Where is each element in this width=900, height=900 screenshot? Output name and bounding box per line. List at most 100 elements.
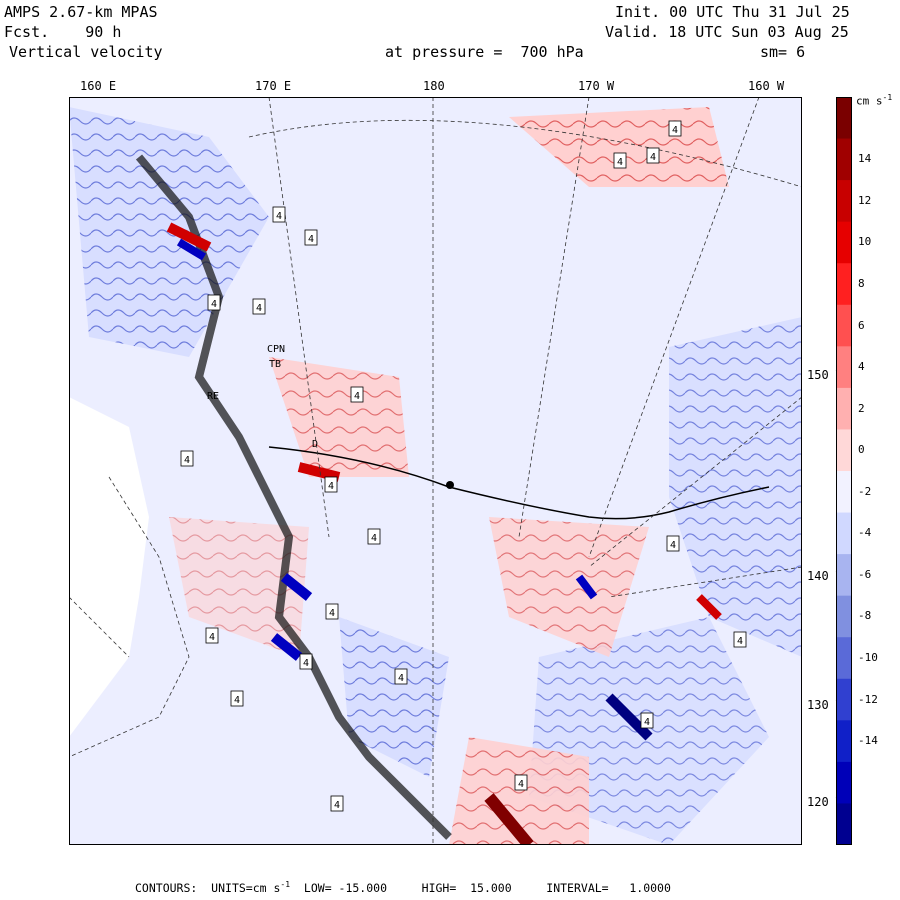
colorbar-tick-label: 12 xyxy=(858,193,872,207)
contour-marker-box xyxy=(514,774,528,791)
colorbar-segment xyxy=(836,471,852,514)
contour-marker-label: 4 xyxy=(303,658,309,669)
smoothing: sm= 6 xyxy=(760,43,806,61)
contour-marker-label: 4 xyxy=(518,779,524,790)
colorbar-segment xyxy=(836,97,852,140)
colorbar-segment xyxy=(836,595,852,638)
contour-marker-box xyxy=(304,229,318,246)
colorbar-tick-label: 14 xyxy=(858,152,872,166)
contour-marker-box xyxy=(646,147,660,164)
colorbar-segment xyxy=(836,387,852,430)
contour-marker-label: 4 xyxy=(234,695,240,706)
place-label-tb: TB xyxy=(269,359,281,370)
forecast-hour: Fcst. 90 h xyxy=(4,23,122,41)
colorbar-tick-label: -10 xyxy=(858,651,878,664)
contour-marker-box xyxy=(733,631,747,648)
colorbar-tick-label: 10 xyxy=(858,235,872,249)
colorbar-tick-label: 8 xyxy=(858,277,865,290)
contour-marker-box xyxy=(252,298,266,315)
contour-marker-box xyxy=(272,206,286,223)
lat-label-130w: 130 W xyxy=(806,698,845,712)
strong-updraft-2 xyxy=(297,462,341,482)
colorbar-segment xyxy=(836,512,852,555)
contour-marker-label: 4 xyxy=(308,234,314,245)
contour-marker-label: 4 xyxy=(737,636,743,647)
lat-label-140w: 140 W xyxy=(806,569,845,583)
contour-marker-box xyxy=(668,120,682,137)
lon-label-170e: 170 E xyxy=(255,79,292,93)
contour-marker-label: 4 xyxy=(644,717,650,728)
pressure-level: at pressure = 700 hPa xyxy=(385,43,584,61)
strong-updraft-1 xyxy=(166,222,212,252)
lat-label-120w: 120 W xyxy=(806,795,845,809)
contour-marker-label: 4 xyxy=(398,673,404,684)
lat-label-150w: 150 W xyxy=(806,368,845,382)
graticule xyxy=(69,97,802,845)
colorbar-unit: cm s-1 xyxy=(856,93,893,108)
updraft-area-center xyxy=(269,357,409,477)
colorbar-segment xyxy=(836,429,852,472)
contour-marker-box xyxy=(299,653,313,670)
contour-value-markers: 4 4 4 4 4 4 4 4 4 4 4 4 4 4 4 4 4 4 4 4 4 xyxy=(180,120,747,812)
no-data-region xyxy=(69,397,149,737)
place-label-re: RE xyxy=(207,391,219,402)
colorbar-segment xyxy=(836,221,852,264)
vertical-velocity-map: CPN TB RE D 4 4 4 4 4 4 4 4 4 4 4 4 4 4 4 4 4 4 4 4 4 xyxy=(69,97,802,845)
colorbar-segment xyxy=(836,720,852,763)
strong-downdraft-3 xyxy=(270,633,303,661)
contour-marker-box xyxy=(640,712,654,729)
updraft-area-south xyxy=(449,737,589,845)
contour-marker-label: 4 xyxy=(650,152,656,163)
station-marker xyxy=(446,481,454,489)
contour-marker-box xyxy=(330,795,344,812)
contour-marker-label: 4 xyxy=(334,800,340,811)
contour-marker-label: 4 xyxy=(276,211,282,222)
contour-marker-box xyxy=(180,450,194,467)
model-title: AMPS 2.67-km MPAS xyxy=(4,3,158,21)
lon-label-180: 180 xyxy=(423,79,445,93)
colorbar-segment xyxy=(836,678,852,721)
colorbar-tick-label: -14 xyxy=(858,734,878,748)
colorbar-tick-label: -6 xyxy=(858,567,872,581)
colorbar-tick-label: -2 xyxy=(858,484,872,498)
contour-marker-box xyxy=(230,690,244,707)
colorbar-tick-label: 6 xyxy=(858,318,865,332)
ross-ice-shelf-edge xyxy=(268,446,770,520)
contour-marker-box xyxy=(367,528,381,545)
colorbar-segment xyxy=(836,180,852,223)
colorbar-segment xyxy=(836,304,852,347)
colorbar-segment xyxy=(836,554,852,597)
contour-marker-label: 4 xyxy=(670,540,676,551)
contour-info: CONTOURS: UNITS=cm s-1 LOW= -15.000 HIGH… xyxy=(135,880,671,895)
contour-marker-label: 4 xyxy=(209,632,215,643)
strong-updraft-4 xyxy=(484,793,534,845)
colorbar-tick-label: 4 xyxy=(858,360,865,374)
colorbar-frame xyxy=(836,97,852,845)
contour-marker-label: 4 xyxy=(329,608,335,619)
contour-marker-box xyxy=(613,152,627,169)
init-time: Init. 00 UTC Thu 31 Jul 25 xyxy=(615,3,850,21)
updraft-area-ross xyxy=(489,517,649,657)
strong-downdraft-2 xyxy=(280,573,313,601)
colorbar-tick-label: 2 xyxy=(858,401,865,415)
field-name: Vertical velocity xyxy=(9,43,163,61)
colorbar-tick-label: 0 xyxy=(858,443,865,457)
contour-marker-box xyxy=(324,476,338,493)
strong-downdraft-1 xyxy=(176,238,207,261)
valid-time: Valid. 18 UTC Sun 03 Aug 25 xyxy=(605,23,849,41)
colorbar-segment xyxy=(836,637,852,680)
place-label-d: D xyxy=(312,439,318,450)
strong-downdraft-5 xyxy=(605,693,653,741)
map-frame xyxy=(69,97,802,845)
strong-downdraft-4 xyxy=(575,574,598,600)
contour-marker-label: 4 xyxy=(211,299,217,310)
contour-marker-box xyxy=(207,294,221,311)
updraft-area-west xyxy=(169,517,309,657)
contour-marker-label: 4 xyxy=(256,303,262,314)
colorbar-tick-label: -4 xyxy=(858,526,872,540)
colorbar-segment xyxy=(836,761,852,804)
colorbar-segment xyxy=(836,263,852,306)
place-label-cpn: CPN xyxy=(267,344,285,355)
colorbar-tick-label: -8 xyxy=(858,609,872,623)
contour-marker-label: 4 xyxy=(184,455,190,466)
